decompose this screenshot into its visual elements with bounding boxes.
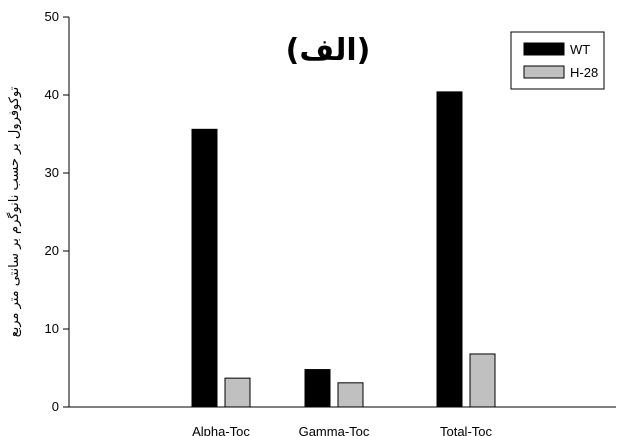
- legend-label-h-28: H-28: [570, 65, 598, 80]
- bars: [191, 91, 496, 408]
- legend-swatch-h-28: [523, 65, 565, 79]
- y-tick-label: 0: [52, 399, 59, 414]
- y-tick-label: 20: [45, 243, 59, 258]
- y-axis-title: توکوفرول بر حسب نانوگرم بر سانتی متر مرب…: [6, 86, 22, 337]
- chart-title: (الف): [286, 33, 371, 68]
- legend: WT H-28: [510, 31, 605, 90]
- bar-h-28-alpha-toc: [224, 377, 251, 408]
- bar-wt-total-toc: [436, 91, 463, 408]
- legend-swatch-wt: [523, 42, 565, 56]
- x-category-label: Alpha-Toc: [192, 424, 250, 436]
- legend-box: [510, 31, 605, 90]
- y-ticks: 0 10 20 30 40 50: [45, 9, 69, 414]
- y-tick-label: 10: [45, 321, 59, 336]
- x-category-labels: Alpha-Toc Gamma-Toc Total-Toc: [192, 424, 492, 436]
- bar-h-28-total-toc: [469, 353, 496, 408]
- bar-wt-gamma-toc: [304, 369, 331, 408]
- bar-h-28-gamma-toc: [337, 382, 364, 408]
- y-tick-label: 50: [45, 9, 59, 24]
- x-category-label: Total-Toc: [440, 424, 493, 436]
- y-tick-label: 30: [45, 165, 59, 180]
- legend-label-wt: WT: [570, 42, 590, 57]
- x-category-label: Gamma-Toc: [299, 424, 370, 436]
- y-tick-label: 40: [45, 87, 59, 102]
- bar-wt-alpha-toc: [191, 128, 218, 408]
